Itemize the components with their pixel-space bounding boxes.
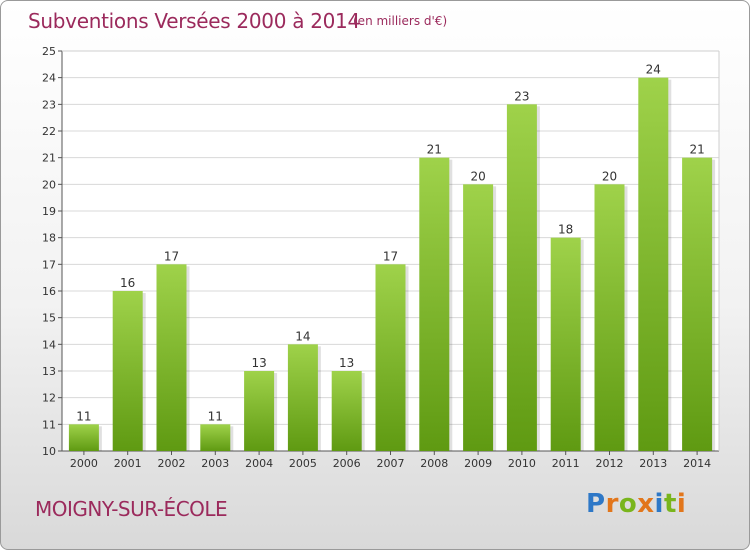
y-tick-label: 19 bbox=[42, 205, 56, 218]
y-tick-label: 18 bbox=[42, 232, 56, 245]
proxiti-logo: Proxiti bbox=[586, 489, 686, 519]
x-tick-label: 2012 bbox=[596, 457, 624, 470]
logo-letter: P bbox=[586, 489, 606, 519]
logo-letter: o bbox=[618, 489, 638, 519]
y-tick-label: 24 bbox=[42, 72, 56, 85]
y-tick-label: 12 bbox=[42, 392, 56, 405]
data-label: 24 bbox=[646, 63, 661, 77]
logo-letter: i bbox=[654, 489, 664, 519]
data-label: 20 bbox=[602, 169, 617, 183]
data-label: 17 bbox=[164, 249, 179, 263]
logo-letter: x bbox=[637, 489, 655, 519]
x-tick-label: 2010 bbox=[508, 457, 536, 470]
data-label: 17 bbox=[383, 249, 398, 263]
bar bbox=[638, 77, 669, 452]
x-tick-label: 2002 bbox=[158, 457, 186, 470]
y-tick-label: 15 bbox=[42, 312, 56, 325]
bar bbox=[550, 237, 581, 451]
data-label: 11 bbox=[208, 409, 223, 423]
x-tick-label: 2011 bbox=[552, 457, 580, 470]
bar bbox=[682, 157, 713, 451]
logo-letter: t bbox=[663, 489, 677, 519]
x-tick-label: 2005 bbox=[289, 457, 317, 470]
x-tick-label: 2007 bbox=[377, 457, 405, 470]
y-tick-label: 23 bbox=[42, 98, 56, 111]
bar bbox=[419, 157, 450, 451]
bar bbox=[594, 184, 625, 452]
x-tick-label: 2014 bbox=[683, 457, 711, 470]
x-tick-label: 2008 bbox=[420, 457, 448, 470]
data-label: 13 bbox=[339, 356, 354, 370]
bar bbox=[68, 424, 99, 451]
logo-letter: r bbox=[605, 489, 619, 519]
data-label: 21 bbox=[689, 143, 704, 157]
x-tick-label: 2006 bbox=[333, 457, 361, 470]
bar bbox=[156, 264, 187, 451]
y-tick-label: 17 bbox=[42, 258, 56, 271]
bar bbox=[375, 264, 406, 451]
chart-unit: (en milliers d'€) bbox=[353, 14, 448, 28]
data-label: 20 bbox=[470, 169, 485, 183]
data-label: 23 bbox=[514, 89, 529, 103]
x-tick-label: 2003 bbox=[201, 457, 229, 470]
data-label: 16 bbox=[120, 276, 135, 290]
y-tick-label: 10 bbox=[42, 445, 56, 458]
x-tick-label: 2001 bbox=[114, 457, 142, 470]
y-tick-label: 20 bbox=[42, 178, 56, 191]
y-tick-label: 13 bbox=[42, 365, 56, 378]
bar bbox=[112, 291, 143, 451]
bar bbox=[331, 371, 362, 451]
y-tick-label: 11 bbox=[42, 418, 56, 431]
bar bbox=[287, 344, 318, 451]
data-label: 13 bbox=[251, 356, 266, 370]
bar bbox=[200, 424, 231, 451]
x-tick-label: 2013 bbox=[639, 457, 667, 470]
data-label: 11 bbox=[76, 409, 91, 423]
y-tick-label: 14 bbox=[42, 338, 56, 351]
logo-letter: i bbox=[676, 489, 687, 519]
data-label: 14 bbox=[295, 329, 310, 343]
data-label: 21 bbox=[427, 143, 442, 157]
bar bbox=[506, 104, 537, 451]
bar bbox=[463, 184, 494, 452]
x-tick-label: 2004 bbox=[245, 457, 273, 470]
commune-name: MOIGNY-SUR-ÉCOLE bbox=[35, 497, 228, 521]
data-label: 18 bbox=[558, 223, 573, 237]
y-tick-label: 25 bbox=[42, 45, 56, 58]
y-tick-label: 22 bbox=[42, 125, 56, 138]
chart-title: Subventions Versées 2000 à 2014 bbox=[28, 9, 360, 33]
x-tick-label: 2009 bbox=[464, 457, 492, 470]
x-tick-label: 2000 bbox=[70, 457, 98, 470]
y-tick-label: 21 bbox=[42, 152, 56, 165]
bar bbox=[244, 371, 275, 451]
y-tick-label: 16 bbox=[42, 285, 56, 298]
